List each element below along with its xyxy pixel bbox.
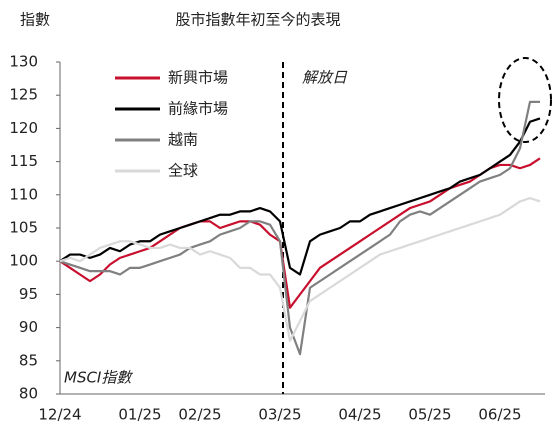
x-tick-label: 01/25 (118, 406, 161, 424)
y-axis-label: 指數 (20, 11, 50, 29)
legend-label: 新興市場 (168, 69, 228, 87)
chart-title: 股市指數年初至今的表現 (175, 11, 340, 29)
event-label: 解放日 (302, 69, 348, 87)
y-tick-label: 115 (9, 152, 38, 170)
y-tick-label: 80 (19, 385, 38, 403)
y-tick-label: 95 (19, 285, 38, 303)
y-tick-label: 105 (9, 219, 38, 237)
x-tick-label: 12/24 (38, 406, 81, 424)
series-line (59, 117, 541, 276)
x-tick-label: 04/25 (338, 406, 381, 424)
x-tick-label: 03/25 (258, 406, 301, 424)
x-tick-label: 02/25 (178, 406, 221, 424)
series-line (59, 157, 541, 309)
series-line (59, 197, 541, 342)
legend-label: 前緣市場 (168, 100, 228, 118)
y-tick-label: 120 (9, 119, 38, 137)
highlight-ellipse (498, 57, 552, 143)
y-tick-label: 100 (9, 252, 38, 270)
y-tick-label: 90 (19, 318, 38, 336)
y-tick-label: 110 (9, 185, 38, 203)
y-tick-label: 125 (9, 86, 38, 104)
y-tick-label: 130 (9, 53, 38, 71)
legend-label: 越南 (168, 131, 198, 149)
x-tick-label: 06/25 (478, 406, 521, 424)
series-line (59, 100, 540, 356)
index-note: MSCI指數 (64, 369, 133, 387)
x-tick-label: 05/25 (408, 406, 451, 424)
legend-label: 全球 (168, 162, 198, 180)
y-tick-label: 85 (19, 351, 38, 369)
